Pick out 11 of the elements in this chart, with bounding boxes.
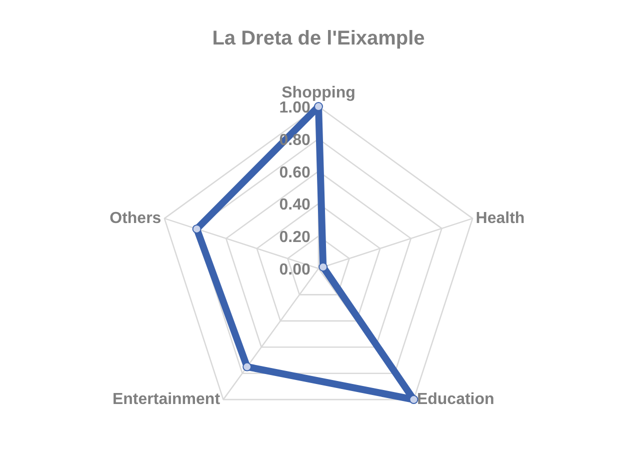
spoke-label: Education (416, 391, 494, 408)
y-tick-label: 0.40 (279, 196, 310, 214)
y-tick-label: 0.60 (279, 164, 310, 182)
chart-title: La Dreta de l'Eixample (212, 28, 425, 50)
y-tick-label: 1.00 (279, 100, 310, 116)
y-tick-label: 0.20 (279, 229, 310, 246)
spoke-label: Others (110, 210, 162, 227)
spoke-label: Shopping (282, 84, 356, 102)
spoke-label: Health (476, 210, 525, 227)
y-tick-label: 0.00 (279, 262, 310, 278)
spoke-label: Entertainment (112, 391, 221, 408)
